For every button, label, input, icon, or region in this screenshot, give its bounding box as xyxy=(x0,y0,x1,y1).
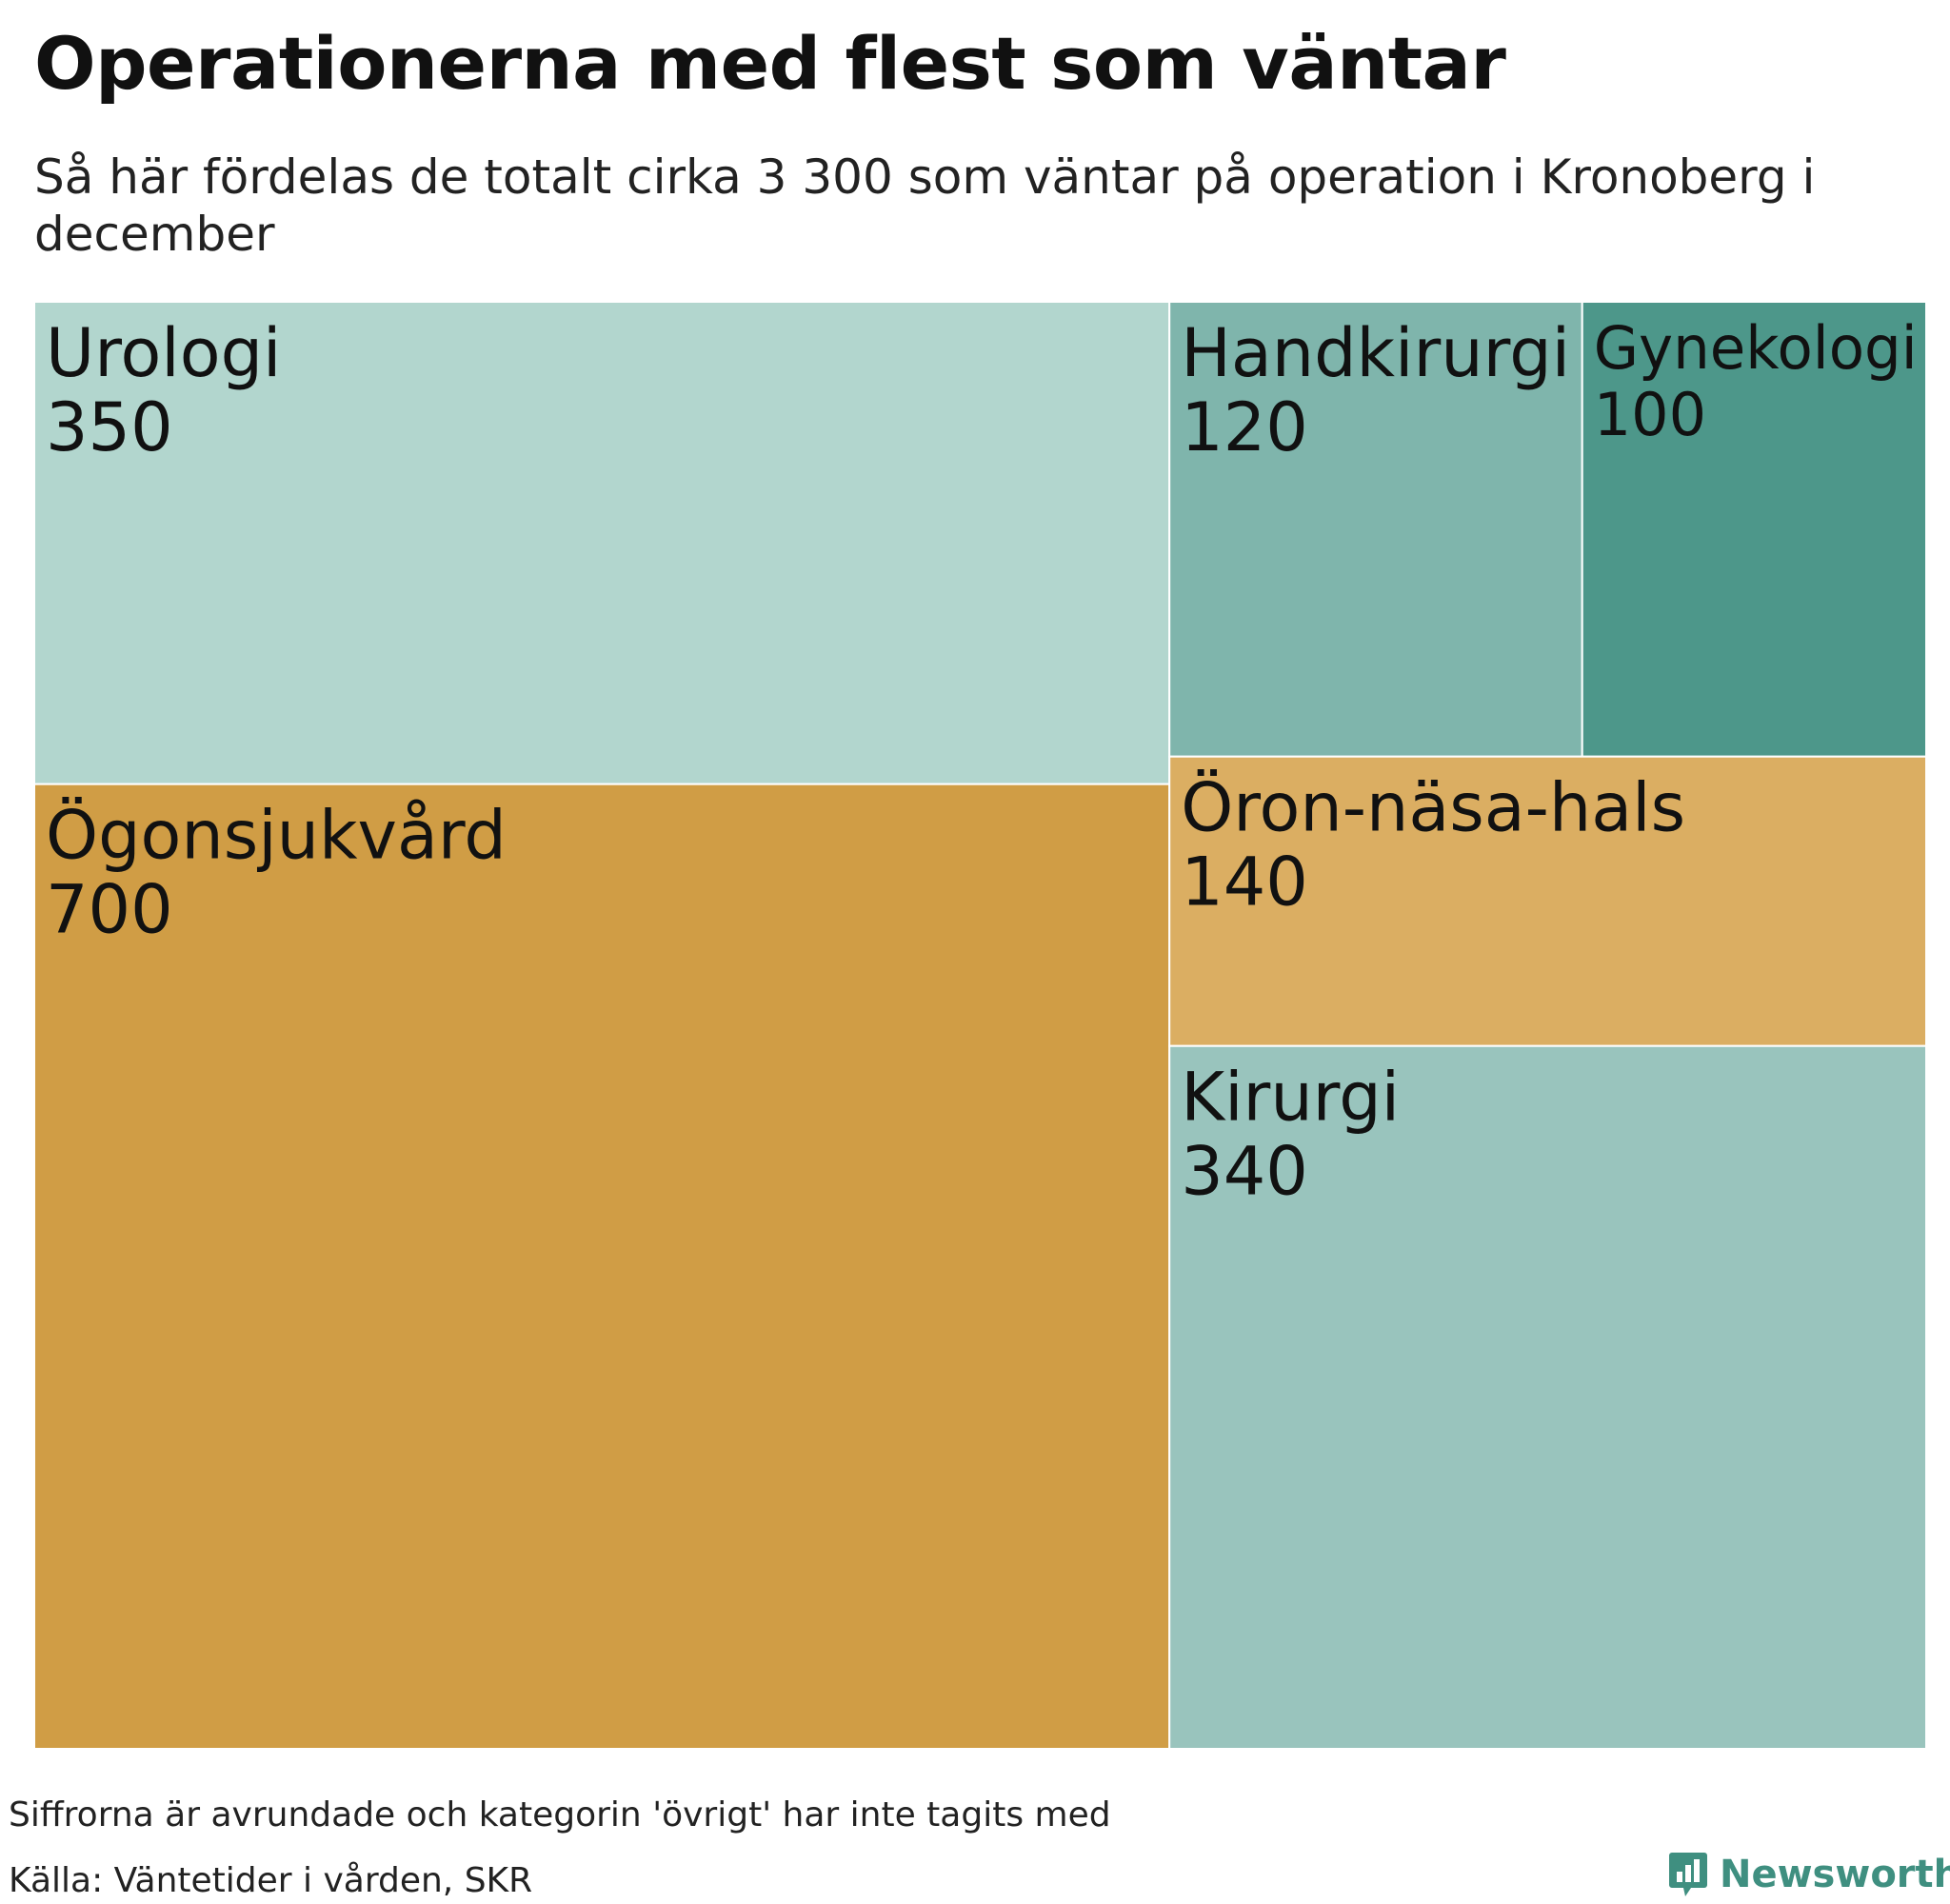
newsworthy-logo-icon xyxy=(1669,1853,1707,1896)
treemap-value: 140 xyxy=(1181,843,1308,922)
footnote: Siffrorna är avrundade och kategorin 'öv… xyxy=(9,1795,1111,1835)
treemap-label: Ögonsjukvård xyxy=(46,797,507,875)
treemap-label: Öron-näsa-hals xyxy=(1181,769,1685,847)
treemap-value: 100 xyxy=(1594,380,1706,449)
treemap-label: Kirurgi xyxy=(1181,1059,1400,1137)
treemap-rect-ogonsjukvard xyxy=(33,783,1171,1750)
brand-logo: Newsworthy xyxy=(1668,1851,1950,1898)
treemap-value: 340 xyxy=(1181,1133,1308,1211)
source-text: Källa: Väntetider i vården, SKR xyxy=(9,1861,533,1900)
treemap-value: 120 xyxy=(1181,388,1308,466)
chart-title: Operationerna med flest som väntar xyxy=(34,21,1506,106)
brand-name: Newsworthy xyxy=(1720,1853,1950,1896)
treemap-label: Handkirurgi xyxy=(1181,314,1570,392)
treemap-value: 700 xyxy=(46,871,173,949)
treemap-label: Urologi xyxy=(46,314,281,392)
treemap-label: Gynekologi xyxy=(1594,313,1918,383)
treemap-rect-handkirurgi xyxy=(1168,301,1583,758)
treemap-rect-oron-nasa-hals xyxy=(1168,755,1927,1047)
treemap-rect-kirurgi xyxy=(1168,1044,1927,1750)
chart-subtitle: Så här fördelas de totalt cirka 3 300 so… xyxy=(34,149,1816,262)
treemap-value: 350 xyxy=(46,388,173,466)
